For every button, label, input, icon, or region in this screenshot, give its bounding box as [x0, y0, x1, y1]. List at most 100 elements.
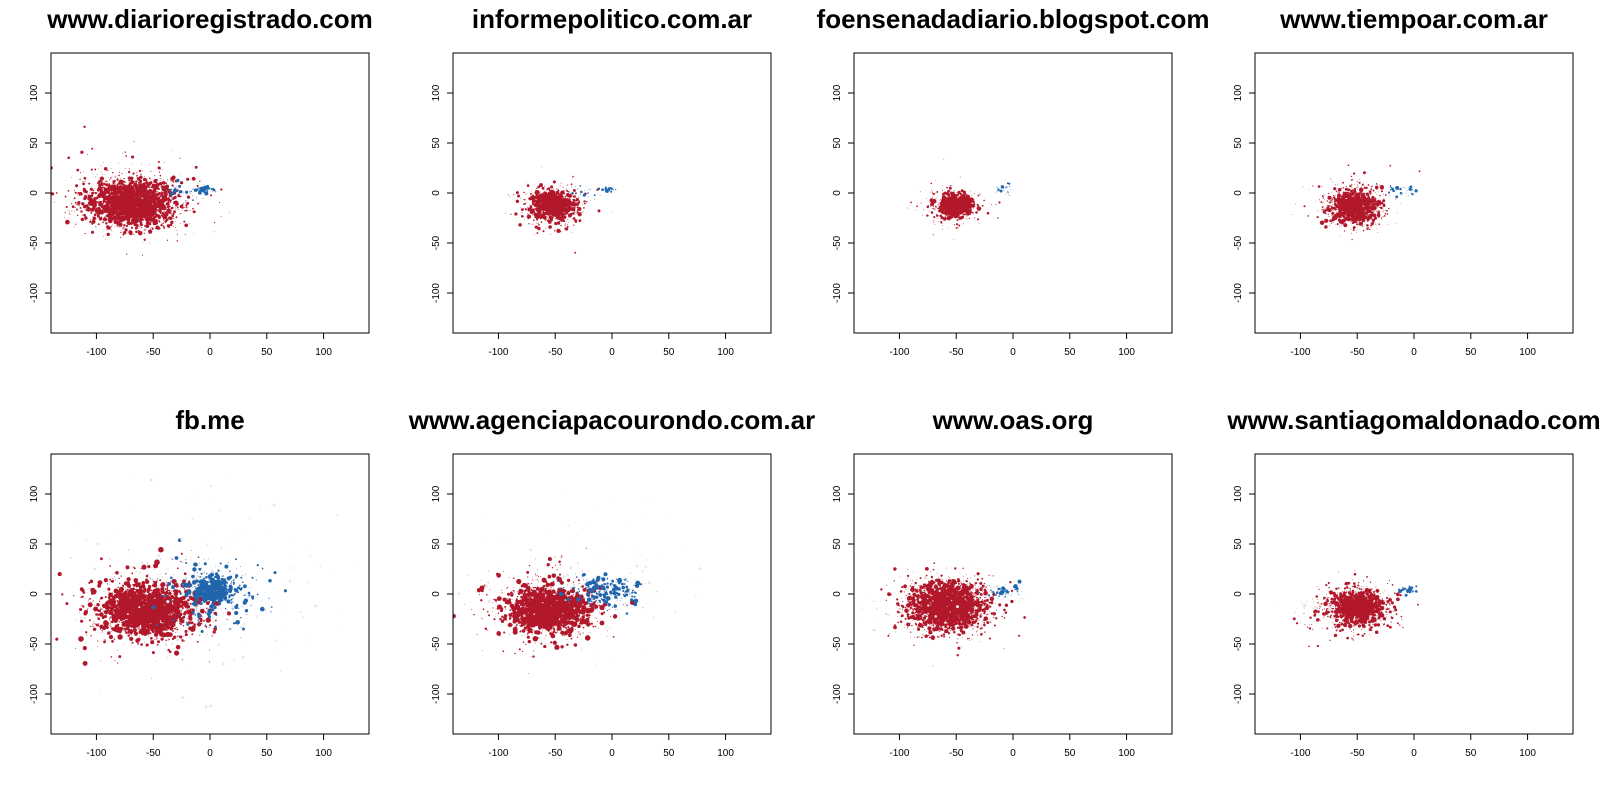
data-point [133, 217, 135, 219]
data-point [539, 201, 542, 204]
data-point [79, 172, 81, 174]
data-point [545, 227, 546, 229]
data-point [128, 168, 130, 170]
data-point [524, 219, 525, 221]
data-point [137, 219, 141, 222]
data-point [124, 201, 126, 203]
data-point [153, 185, 158, 190]
data-point [550, 185, 554, 189]
data-point [153, 215, 155, 217]
data-point [576, 198, 578, 201]
data-point [151, 194, 153, 196]
data-point [101, 205, 105, 209]
data-point [145, 224, 150, 228]
data-point [158, 201, 159, 203]
data-point [101, 221, 103, 223]
data-point [533, 200, 536, 203]
data-point [166, 224, 171, 228]
data-point [550, 221, 552, 223]
data-point [527, 209, 529, 212]
data-point [181, 195, 183, 196]
data-point [99, 203, 101, 205]
data-point [541, 183, 543, 185]
data-point [141, 208, 145, 212]
data-point [136, 172, 138, 174]
data-point [570, 212, 573, 215]
data-point [163, 178, 164, 180]
data-point [90, 230, 95, 234]
data-point [85, 180, 86, 182]
data-point [610, 186, 611, 188]
data-point [109, 179, 111, 181]
data-point [576, 219, 578, 221]
data-point [141, 254, 144, 256]
data-point [546, 215, 548, 217]
data-point [120, 236, 122, 239]
data-point [137, 186, 139, 188]
data-point [120, 201, 122, 203]
data-point [136, 177, 139, 179]
data-point [612, 187, 614, 189]
data-point [143, 175, 145, 177]
data-point [178, 208, 180, 210]
data-point [120, 231, 122, 234]
data-point [206, 190, 207, 192]
data-point [198, 188, 200, 190]
data-point [550, 201, 552, 204]
data-point [129, 201, 133, 206]
data-point [139, 175, 143, 179]
data-point [151, 200, 153, 201]
data-point [536, 232, 539, 234]
data-point [566, 202, 571, 207]
data-point [210, 194, 213, 197]
data-point [144, 210, 146, 212]
data-point [145, 186, 147, 188]
data-point [95, 226, 97, 228]
data-point [134, 183, 136, 185]
data-point [212, 188, 215, 190]
data-point [128, 198, 130, 200]
data-point [150, 179, 152, 180]
data-point [574, 219, 577, 222]
data-point [109, 205, 110, 207]
data-point [120, 216, 121, 217]
data-point [165, 210, 168, 213]
data-point [167, 205, 168, 207]
data-point [105, 196, 107, 198]
data-point [137, 202, 140, 206]
data-point [113, 202, 115, 204]
data-point [102, 203, 104, 205]
data-point [171, 199, 173, 201]
data-point [85, 190, 88, 194]
data-point [133, 200, 135, 202]
data-point [109, 213, 112, 216]
data-point [137, 205, 139, 207]
data-point [112, 180, 116, 184]
data-point [113, 201, 115, 202]
data-point [534, 195, 536, 197]
data-point [89, 187, 93, 191]
data-point [582, 211, 584, 213]
data-point [107, 182, 109, 184]
data-point [568, 202, 570, 203]
data-point [80, 150, 84, 154]
data-point [165, 182, 168, 185]
data-point [163, 210, 165, 212]
data-point [70, 177, 72, 178]
data-point [126, 177, 128, 179]
data-point [150, 211, 152, 213]
data-point [91, 201, 96, 206]
data-point [89, 207, 91, 210]
data-point [539, 184, 542, 187]
data-point [578, 207, 581, 211]
data-point [172, 198, 174, 200]
data-point [78, 205, 80, 207]
data-point [555, 199, 559, 203]
data-point [153, 208, 155, 210]
data-point [137, 229, 140, 232]
data-point [159, 171, 160, 172]
data-point [525, 193, 527, 195]
data-point [141, 198, 143, 200]
data-point [131, 155, 135, 159]
data-point [138, 169, 142, 173]
